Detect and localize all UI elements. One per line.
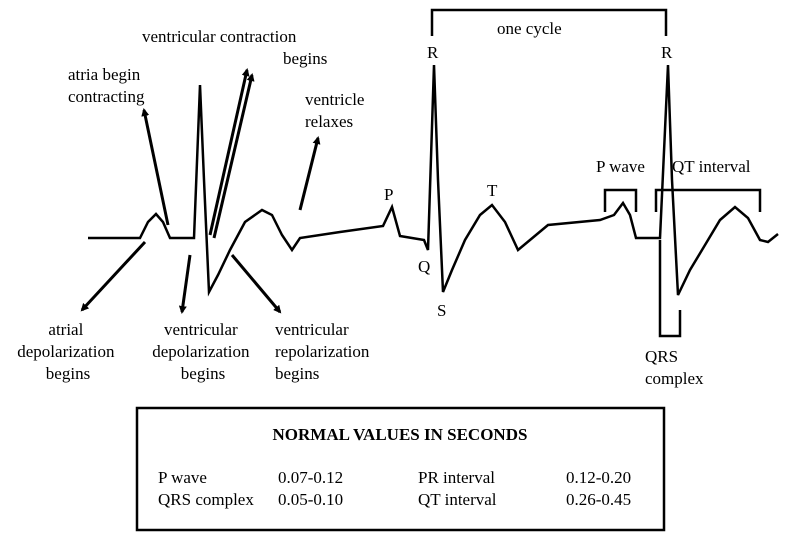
wave-label: Q bbox=[418, 257, 430, 276]
annotation: atria begin contracting bbox=[68, 65, 145, 106]
annotation-line: begins bbox=[275, 364, 319, 383]
annotation-line: QRS bbox=[645, 347, 678, 366]
table-cell: 0.05-0.10 bbox=[278, 490, 343, 509]
arrow bbox=[230, 254, 282, 314]
annotation: ventricular contraction begins bbox=[142, 27, 327, 68]
annotation: ventricular repolarization begins bbox=[275, 320, 374, 383]
arrow bbox=[141, 108, 170, 226]
bracket bbox=[603, 188, 638, 212]
table-title: NORMAL VALUES IN SECONDS bbox=[273, 425, 528, 444]
wave-label: QT interval bbox=[672, 157, 751, 176]
bracket bbox=[654, 188, 762, 212]
annotation-line: ventricular contraction bbox=[142, 27, 297, 46]
table-cell: QRS complex bbox=[158, 490, 254, 509]
annotation-line: repolarization bbox=[275, 342, 370, 361]
annotation: QRS complex bbox=[645, 347, 704, 388]
wave-label: P bbox=[384, 185, 393, 204]
table-box bbox=[135, 406, 666, 532]
annotation-line: complex bbox=[645, 369, 704, 388]
annotation-line: begins bbox=[283, 49, 327, 68]
annotation-line: atrial bbox=[48, 320, 83, 339]
wave-label: T bbox=[487, 181, 498, 200]
table-cell: P wave bbox=[158, 468, 207, 487]
annotation: atrial depolarization begins bbox=[17, 320, 119, 383]
annotation-line: atria begin bbox=[68, 65, 141, 84]
wave-label: S bbox=[437, 301, 446, 320]
arrow bbox=[212, 73, 255, 239]
wave-label: R bbox=[427, 43, 439, 62]
annotation: ventricle relaxes bbox=[305, 90, 369, 131]
bracket bbox=[658, 240, 682, 338]
wave-label: one cycle bbox=[497, 19, 562, 38]
wave-label: P wave bbox=[596, 157, 645, 176]
arrow bbox=[178, 254, 192, 314]
wave-label: R bbox=[661, 43, 673, 62]
table-cell: 0.07-0.12 bbox=[278, 468, 343, 487]
annotation-line: ventricular bbox=[164, 320, 238, 339]
annotation-line: relaxes bbox=[305, 112, 353, 131]
annotation-line: begins bbox=[181, 364, 225, 383]
annotation-line: depolarization bbox=[17, 342, 115, 361]
arrow bbox=[80, 240, 147, 312]
annotation-line: ventricular bbox=[275, 320, 349, 339]
annotation-line: ventricle bbox=[305, 90, 364, 109]
annotation-line: contracting bbox=[68, 87, 145, 106]
bracket bbox=[430, 8, 668, 36]
table-cell: 0.12-0.20 bbox=[566, 468, 631, 487]
table-cell: PR interval bbox=[418, 468, 495, 487]
annotation-line: depolarization bbox=[152, 342, 250, 361]
annotation: ventricular depolarization begins bbox=[152, 320, 254, 383]
arrow bbox=[208, 68, 250, 236]
arrow bbox=[298, 136, 321, 211]
annotation-line: begins bbox=[46, 364, 90, 383]
ecg-trace bbox=[88, 64, 779, 297]
table-cell: QT interval bbox=[418, 490, 497, 509]
table-cell: 0.26-0.45 bbox=[566, 490, 631, 509]
